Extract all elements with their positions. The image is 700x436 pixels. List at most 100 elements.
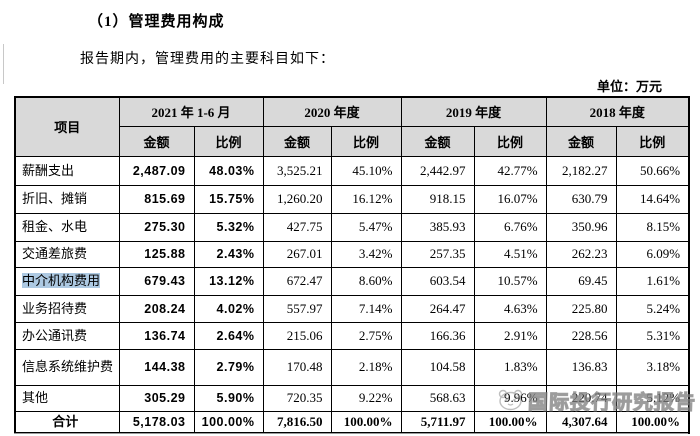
cell-amount: 4,307.64 xyxy=(545,410,617,433)
cell-ratio: 4.63% xyxy=(473,294,547,323)
header-row-measures: 金额 比例 金额 比例 金额 比例 金额 比例 xyxy=(15,125,690,157)
table-row: 薪酬支出 2,487.09 48.03% 3,525.21 45.10% 2,4… xyxy=(14,155,690,186)
row-label-text: 办公通讯费 xyxy=(22,327,88,343)
row-label-text: 交通差旅费 xyxy=(22,246,88,261)
row-label-text: 租金、水电 xyxy=(22,219,88,234)
cell-ratio: 2.64% xyxy=(193,321,264,350)
cell-amount: 104.58 xyxy=(400,348,475,386)
cell-ratio: 100.00% xyxy=(615,410,690,433)
cell-ratio: 7.14% xyxy=(330,294,402,323)
row-label-text: 折旧、摊销 xyxy=(22,191,88,206)
cell-amount: 2,487.09 xyxy=(118,155,195,186)
cell-amount: 679.43 xyxy=(118,266,195,296)
row-label: 交通差旅费 xyxy=(14,240,120,268)
cell-amount: 257.35 xyxy=(400,240,475,268)
cell-amount: 136.83 xyxy=(545,348,617,386)
cell-ratio: 5.12% xyxy=(615,384,690,412)
cell-ratio: 100.00% xyxy=(330,410,402,433)
cell-ratio: 2.43% xyxy=(193,240,264,268)
row-label: 业务招待费 xyxy=(14,294,120,323)
row-label: 折旧、摊销 xyxy=(14,184,120,214)
table-row: 交通差旅费 125.88 2.43% 267.01 3.42% 257.35 4… xyxy=(14,240,690,268)
cell-amount: 918.15 xyxy=(400,184,475,214)
header-period-2020: 2020 年度 xyxy=(262,96,402,127)
cell-ratio: 4.51% xyxy=(473,240,547,268)
cell-ratio: 9.22% xyxy=(330,384,402,412)
page-subtitle: 报告期内，管理费用的主要科目如下： xyxy=(80,52,335,67)
row-label-text: 其他 xyxy=(22,390,49,405)
cell-amount: 220.74 xyxy=(545,384,617,412)
highlighted-row-label-text: 中介机构费用 xyxy=(22,273,101,288)
cell-ratio: 5.31% xyxy=(615,321,690,350)
row-label: 办公通讯费 xyxy=(14,321,120,350)
cell-ratio: 6.76% xyxy=(473,212,547,242)
left-margin-line xyxy=(3,44,4,84)
row-label: 租金、水电 xyxy=(14,212,120,242)
cell-amount: 720.35 xyxy=(262,384,332,412)
header-row-periods: 项目 2021 年 1-6 月 2020 年度 2019 年度 2018 年度 xyxy=(14,96,690,157)
cell-ratio: 45.10% xyxy=(330,155,402,186)
cell-amount: 215.06 xyxy=(262,321,332,350)
management-expense-table: 项目 2021 年 1-6 月 2020 年度 2019 年度 2018 年度 … xyxy=(14,96,691,434)
cell-ratio: 8.15% xyxy=(615,212,690,242)
header-amount: 金额 xyxy=(545,125,617,157)
cell-amount: 136.74 xyxy=(118,321,195,350)
cell-amount: 7,816.50 xyxy=(262,410,332,433)
cell-amount: 125.88 xyxy=(118,240,195,268)
row-label: 薪酬支出 xyxy=(14,155,120,186)
cell-amount: 264.47 xyxy=(400,294,475,323)
row-label-text: 薪酬支出 xyxy=(22,162,75,178)
cell-amount: 208.24 xyxy=(118,294,195,323)
cell-amount: 630.79 xyxy=(545,184,617,214)
cell-ratio: 4.02% xyxy=(193,294,264,323)
cell-amount: 5,711.97 xyxy=(400,410,475,433)
header-amount: 金额 xyxy=(400,125,475,157)
cell-amount: 262.23 xyxy=(545,240,617,268)
cell-ratio: 48.03% xyxy=(193,155,264,186)
table-row: 业务招待费 208.24 4.02% 557.97 7.14% 264.47 4… xyxy=(14,294,690,323)
cell-ratio: 8.60% xyxy=(330,266,402,296)
cell-ratio: 14.64% xyxy=(615,184,690,214)
cell-amount: 5,178.03 xyxy=(118,410,195,433)
table-row: 租金、水电 275.30 5.32% 427.75 5.47% 385.93 6… xyxy=(14,212,690,242)
cell-ratio: 13.12% xyxy=(193,266,264,296)
row-label: 中介机构费用 xyxy=(14,266,120,296)
header-ratio: 比例 xyxy=(193,125,264,157)
cell-ratio: 6.09% xyxy=(615,240,690,268)
table-row: 信息系统维护费 144.38 2.79% 170.48 2.18% 104.58… xyxy=(14,348,690,386)
cell-amount: 557.97 xyxy=(262,294,332,323)
header-ratio: 比例 xyxy=(473,125,547,157)
cell-ratio: 10.57% xyxy=(473,266,547,296)
total-label: 合计 xyxy=(14,410,120,433)
row-label-text: 业务招待费 xyxy=(22,300,88,316)
cell-amount: 2,442.97 xyxy=(400,155,475,186)
table-row-highlighted: 中介机构费用 679.43 13.12% 672.47 8.60% 603.54… xyxy=(14,266,690,296)
cell-ratio: 100.00% xyxy=(193,410,264,433)
cell-amount: 144.38 xyxy=(118,348,195,386)
cell-amount: 170.48 xyxy=(262,348,332,386)
cell-ratio: 15.75% xyxy=(193,184,264,214)
table-bottom-rule xyxy=(14,433,688,434)
cell-ratio: 42.77% xyxy=(473,155,547,186)
cell-amount: 225.80 xyxy=(545,294,617,323)
row-label: 信息系统维护费 xyxy=(14,348,120,386)
table-row: 其他 305.29 5.90% 720.35 9.22% 568.63 9.96… xyxy=(14,384,690,412)
cell-amount: 427.75 xyxy=(262,212,332,242)
cell-ratio: 16.12% xyxy=(330,184,402,214)
cell-ratio: 2.18% xyxy=(330,348,402,386)
header-period-2018: 2018 年度 xyxy=(545,96,690,127)
cell-amount: 267.01 xyxy=(262,240,332,268)
cell-amount: 69.45 xyxy=(545,266,617,296)
page-title: （1）管理费用构成 xyxy=(88,14,225,30)
cell-ratio: 5.24% xyxy=(615,294,690,323)
header-amount: 金额 xyxy=(262,125,332,157)
cell-ratio: 3.18% xyxy=(615,348,690,386)
header-ratio: 比例 xyxy=(615,125,690,157)
cell-ratio: 1.61% xyxy=(615,266,690,296)
cell-ratio: 1.83% xyxy=(473,348,547,386)
cell-amount: 2,182.27 xyxy=(545,155,617,186)
cell-amount: 568.63 xyxy=(400,384,475,412)
cell-amount: 350.96 xyxy=(545,212,617,242)
cell-amount: 815.69 xyxy=(118,184,195,214)
cell-amount: 305.29 xyxy=(118,384,195,412)
